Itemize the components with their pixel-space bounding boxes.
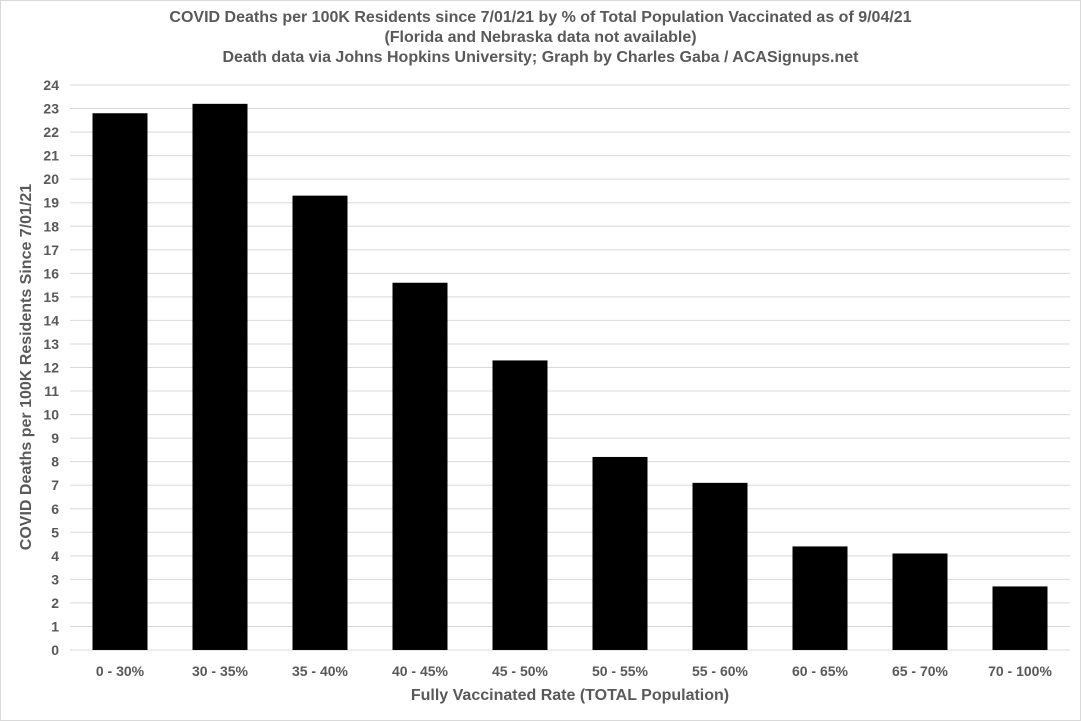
y-tick-label: 20 [43,171,59,187]
y-tick-label: 7 [51,477,59,493]
y-tick-label: 1 [51,618,59,634]
x-tick-label: 65 - 70% [892,663,949,679]
chart-title: COVID Deaths per 100K Residents since 7/… [169,9,912,26]
x-tick-label: 55 - 60% [692,663,749,679]
y-tick-label: 17 [43,242,59,258]
y-tick-label: 13 [43,336,59,352]
y-tick-label: 4 [51,548,59,564]
y-tick-label: 23 [43,101,59,117]
x-tick-label: 0 - 30% [96,663,145,679]
y-tick-label: 10 [43,407,59,423]
y-tick-label: 14 [43,312,59,328]
bar [492,360,548,650]
bar [592,456,648,650]
y-tick-label: 11 [44,383,59,399]
y-tick-label: 3 [51,571,59,587]
x-tick-label: 50 - 55% [592,663,649,679]
y-tick-label: 8 [51,454,59,470]
bar [692,482,748,650]
bar [792,546,848,650]
chart-subtitle-credits: Death data via Johns Hopkins University;… [222,49,859,66]
bar [292,195,348,651]
y-tick-label: 18 [43,218,59,234]
bar [992,586,1048,650]
y-axis-label: COVID Deaths per 100K Residents Since 7/… [18,184,35,550]
bar [192,103,248,651]
y-tick-label: 12 [43,360,59,376]
x-tick-label: 30 - 35% [192,663,249,679]
x-tick-label: 35 - 40% [292,663,349,679]
y-tick-label: 15 [43,289,59,305]
y-tick-label: 5 [51,524,59,540]
chart-title-block: COVID Deaths per 100K Residents since 7/… [0,8,1081,68]
x-axis-ticks: 0 - 30% 30 - 35% 35 - 40% 40 - 45% 45 - 50% 5… [96,663,1053,679]
y-tick-label: 9 [51,430,59,446]
y-tick-label: 0 [51,642,59,658]
y-tick-label: 16 [43,265,59,281]
bar [92,113,148,650]
y-tick-label: 19 [43,195,59,211]
x-tick-label: 60 - 65% [792,663,849,679]
x-tick-label: 40 - 45% [392,663,449,679]
bar [392,282,448,650]
y-tick-label: 2 [51,595,59,611]
chart-subtitle: (Florida and Nebraska data not available… [384,29,697,46]
y-tick-label: 22 [43,124,59,140]
y-tick-label: 6 [51,501,59,517]
y-tick-label: 21 [43,148,59,164]
bar [892,553,948,650]
x-tick-label: 70 - 100% [988,663,1052,679]
x-axis-label: Fully Vaccinated Rate (TOTAL Population) [411,687,729,704]
bars [92,103,1048,651]
y-tick-label: 24 [43,77,59,93]
x-tick-label: 45 - 50% [492,663,549,679]
